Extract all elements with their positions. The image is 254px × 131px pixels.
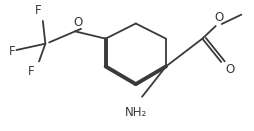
Text: O: O [214,10,223,23]
Text: F: F [35,4,41,17]
Text: O: O [225,63,234,76]
Text: F: F [9,45,15,58]
Text: O: O [73,16,83,29]
Text: F: F [28,65,35,78]
Text: NH₂: NH₂ [125,106,147,119]
